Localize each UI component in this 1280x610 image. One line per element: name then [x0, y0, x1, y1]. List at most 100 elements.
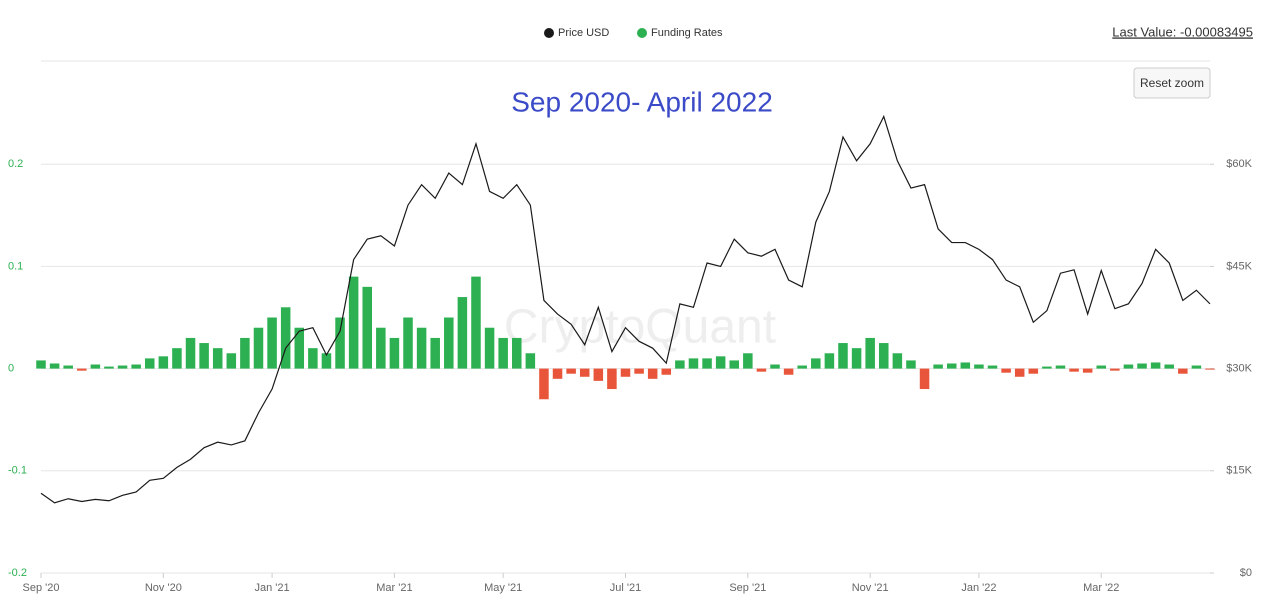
bar — [104, 366, 114, 369]
y-tick-label: -0.2 — [8, 567, 27, 579]
legend-label[interactable]: Price USD — [558, 27, 609, 39]
reset-zoom-button[interactable] — [1133, 67, 1211, 99]
bar — [552, 368, 563, 379]
bar — [444, 317, 454, 369]
bar — [403, 317, 413, 369]
bar — [974, 364, 984, 369]
bar — [675, 360, 685, 369]
bar — [743, 353, 753, 369]
bar — [770, 364, 780, 369]
price-line — [40, 114, 1211, 504]
y2-tick-label: $0 — [1240, 567, 1252, 579]
x-tick-label: Jul '21 — [610, 582, 641, 594]
bar — [240, 337, 250, 369]
bar — [1055, 365, 1066, 369]
bar — [824, 353, 835, 369]
bar — [593, 368, 604, 381]
bar — [1082, 368, 1093, 373]
bar — [172, 348, 182, 369]
bar — [457, 297, 468, 369]
bar — [1042, 366, 1052, 369]
x-tick-label: Mar '22 — [1083, 582, 1119, 594]
bar — [525, 353, 536, 369]
bar — [212, 348, 223, 369]
y2-tick-label: $60K — [1226, 158, 1252, 170]
bar — [647, 368, 658, 379]
bar — [471, 276, 481, 369]
bar — [1028, 368, 1039, 374]
bar — [498, 337, 508, 369]
y-tick-label: 0 — [8, 363, 14, 375]
x-tick-label: Nov '20 — [145, 582, 182, 594]
bar — [1014, 368, 1025, 377]
bar — [715, 356, 726, 369]
bar — [389, 337, 400, 369]
bar — [199, 343, 209, 369]
bar — [933, 364, 943, 369]
bar — [539, 368, 549, 400]
bar — [1191, 365, 1202, 369]
y2-tick-label: $15K — [1226, 465, 1252, 477]
last-value: Last Value: -0.00083495 — [1112, 24, 1253, 39]
bar — [783, 368, 794, 375]
bar — [348, 276, 359, 369]
bar — [566, 368, 576, 374]
bar — [484, 327, 495, 369]
bar — [49, 363, 60, 369]
bar — [430, 337, 440, 369]
bar — [77, 368, 87, 371]
bar — [906, 360, 916, 369]
bar — [1096, 365, 1107, 369]
bar — [579, 368, 590, 377]
bar — [1150, 362, 1161, 369]
bar — [797, 365, 807, 369]
y-tick-label: 0.2 — [8, 158, 23, 170]
bar — [335, 317, 345, 369]
bar — [688, 358, 699, 369]
bar — [280, 307, 291, 369]
reset-zoom-label[interactable]: Reset zoom — [1140, 76, 1204, 90]
bar — [1137, 363, 1147, 369]
bar — [144, 358, 155, 369]
legend-label[interactable]: Funding Rates — [651, 27, 723, 39]
y-tick-label: 0.1 — [8, 260, 23, 272]
annotation: Sep 2020- April 2022 — [511, 86, 773, 117]
bar — [226, 353, 237, 369]
bar — [987, 365, 998, 369]
bar — [838, 343, 848, 369]
bar — [851, 348, 862, 369]
bar — [253, 327, 264, 369]
bar — [131, 364, 141, 369]
x-tick-label: May '21 — [484, 582, 522, 594]
bar — [416, 327, 427, 369]
bar — [607, 368, 617, 390]
bar — [308, 348, 318, 369]
bar — [1001, 368, 1011, 373]
x-tick-label: Sep '20 — [23, 582, 60, 594]
bar — [1069, 368, 1079, 372]
y2-tick-label: $45K — [1226, 260, 1252, 272]
bar — [1110, 368, 1120, 371]
bar — [620, 368, 631, 377]
y2-tick-label: $30K — [1226, 363, 1252, 375]
bar — [90, 364, 101, 369]
bar — [946, 363, 957, 369]
x-tick-label: Mar '21 — [376, 582, 412, 594]
bar — [117, 365, 128, 369]
bar — [661, 368, 672, 375]
bar — [511, 337, 522, 369]
bar — [185, 337, 196, 369]
x-tick-label: Jan '22 — [961, 582, 996, 594]
y-tick-label: -0.1 — [8, 465, 27, 477]
bar — [811, 358, 821, 369]
bar — [919, 368, 930, 390]
bar — [729, 360, 740, 369]
bar — [1164, 364, 1174, 369]
bar — [36, 360, 46, 369]
bar — [267, 317, 277, 369]
bar — [702, 358, 712, 369]
bar — [879, 343, 889, 369]
bar — [634, 368, 644, 374]
bar — [960, 362, 971, 369]
